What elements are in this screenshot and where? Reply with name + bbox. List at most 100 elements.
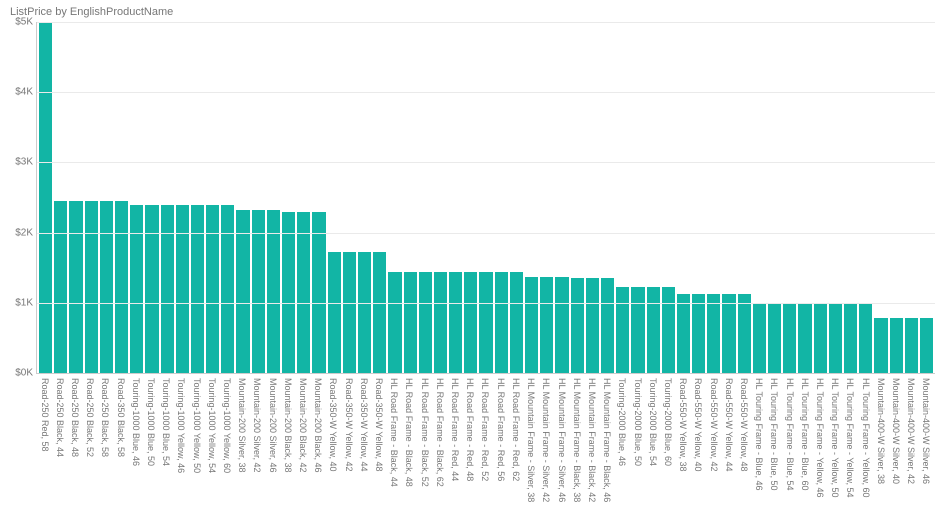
bar[interactable] <box>479 272 492 373</box>
x-tick-label: Road-550-W Yellow, 44 <box>724 378 734 472</box>
bar[interactable] <box>525 277 538 373</box>
bar[interactable] <box>434 272 447 373</box>
x-label-cell: Touring-1000 Yellow, 46 <box>175 376 188 504</box>
x-tick-label: HL Road Frame - Red, 52 <box>480 378 490 481</box>
x-label-cell: HL Road Frame - Red, 56 <box>494 376 507 504</box>
bar[interactable] <box>328 252 341 373</box>
x-tick-label: HL Mountain Frame - Silver, 46 <box>557 378 567 502</box>
bar[interactable] <box>252 210 265 373</box>
bar[interactable] <box>176 205 189 373</box>
bar[interactable] <box>905 318 918 373</box>
bar[interactable] <box>814 303 827 373</box>
bar[interactable] <box>464 272 477 373</box>
bar[interactable] <box>69 201 82 373</box>
bar[interactable] <box>722 294 735 373</box>
bar[interactable] <box>282 212 295 373</box>
x-label-cell: Road-350 Black, 58 <box>114 376 127 504</box>
y-tick-label: $5K <box>15 17 33 28</box>
x-tick-label: Mountain-400-W Silver, 42 <box>906 378 916 484</box>
bar[interactable] <box>783 303 796 373</box>
x-label-cell: HL Road Frame - Black, 52 <box>418 376 431 504</box>
bar[interactable] <box>145 205 158 373</box>
x-tick-label: HL Touring Frame - Yellow, 60 <box>861 378 871 498</box>
bar[interactable] <box>161 205 174 373</box>
bar[interactable] <box>920 318 933 373</box>
bar[interactable] <box>449 272 462 373</box>
x-axis-labels: Road-250 Red, 58Road-250 Black, 44Road-2… <box>36 374 935 504</box>
bar[interactable] <box>54 201 67 373</box>
bar[interactable] <box>206 205 219 373</box>
bar[interactable] <box>358 252 371 373</box>
x-label-cell: HL Mountain Frame - Black, 38 <box>570 376 583 504</box>
bar[interactable] <box>312 212 325 373</box>
bar[interactable] <box>540 277 553 373</box>
bar[interactable] <box>495 272 508 373</box>
bar[interactable] <box>419 272 432 373</box>
plot-area: $0K$1K$2K$3K$4K$5K Road-250 Red, 58Road-… <box>8 22 935 504</box>
bar[interactable] <box>647 287 660 373</box>
x-tick-label: HL Road Frame - Red, 48 <box>465 378 475 481</box>
bar[interactable] <box>874 318 887 373</box>
x-tick-label: Mountain-400-W Silver, 38 <box>876 378 886 484</box>
bar[interactable] <box>404 272 417 373</box>
bar[interactable] <box>859 303 872 373</box>
bar[interactable] <box>890 318 903 373</box>
x-tick-label: Mountain-400-W Silver, 40 <box>891 378 901 484</box>
x-tick-label: Road-350-W Yellow, 40 <box>328 378 338 472</box>
x-tick-label: HL Road Frame - Red, 62 <box>511 378 521 481</box>
x-label-cell: Road-250 Black, 58 <box>99 376 112 504</box>
x-label-cell: Road-350-W Yellow, 44 <box>357 376 370 504</box>
bar[interactable] <box>388 272 401 373</box>
bar[interactable] <box>601 278 614 373</box>
bar[interactable] <box>236 210 249 373</box>
x-label-cell: HL Touring Frame - Yellow, 46 <box>813 376 826 504</box>
bar[interactable] <box>844 303 857 373</box>
bar[interactable] <box>692 294 705 373</box>
bar[interactable] <box>191 205 204 373</box>
bar[interactable] <box>677 294 690 373</box>
bar[interactable] <box>662 287 675 373</box>
x-tick-label: Road-550-W Yellow, 42 <box>709 378 719 472</box>
bar[interactable] <box>100 201 113 373</box>
bar[interactable] <box>130 205 143 373</box>
bar[interactable] <box>555 277 568 373</box>
bar[interactable] <box>631 287 644 373</box>
bar[interactable] <box>707 294 720 373</box>
x-tick-label: Mountain-200 Black, 38 <box>283 378 293 473</box>
x-tick-label: Touring-1000 Yellow, 50 <box>192 378 202 473</box>
bar[interactable] <box>373 252 386 373</box>
bar[interactable] <box>738 294 751 373</box>
bar[interactable] <box>768 303 781 373</box>
x-label-cell: HL Touring Frame - Blue, 54 <box>783 376 796 504</box>
bar[interactable] <box>798 303 811 373</box>
x-tick-label: Road-250 Black, 48 <box>70 378 80 457</box>
bar[interactable] <box>829 303 842 373</box>
y-tick-label: $2K <box>15 227 33 238</box>
bar[interactable] <box>221 205 234 373</box>
bar[interactable] <box>85 201 98 373</box>
bar[interactable] <box>616 287 629 373</box>
x-label-cell: HL Touring Frame - Yellow, 60 <box>859 376 872 504</box>
x-tick-label: HL Touring Frame - Blue, 50 <box>769 378 779 491</box>
x-label-cell: Road-550-W Yellow, 42 <box>707 376 720 504</box>
bar[interactable] <box>267 210 280 373</box>
x-label-cell: HL Road Frame - Black, 44 <box>388 376 401 504</box>
x-label-cell: Road-550-W Yellow, 44 <box>722 376 735 504</box>
x-label-cell: HL Road Frame - Red, 48 <box>464 376 477 504</box>
x-tick-label: HL Touring Frame - Yellow, 50 <box>830 378 840 498</box>
x-tick-label: HL Touring Frame - Blue, 54 <box>785 378 795 491</box>
bar[interactable] <box>115 201 128 373</box>
x-tick-label: HL Mountain Frame - Silver, 38 <box>526 378 536 502</box>
bar[interactable] <box>586 278 599 373</box>
bar[interactable] <box>39 22 52 373</box>
x-tick-label: Road-350 Black, 58 <box>116 378 126 457</box>
x-label-cell: Mountain-200 Black, 42 <box>296 376 309 504</box>
x-label-cell: Road-550-W Yellow, 48 <box>737 376 750 504</box>
x-tick-label: HL Mountain Frame - Silver, 42 <box>541 378 551 502</box>
bar[interactable] <box>571 278 584 373</box>
x-label-cell: HL Touring Frame - Blue, 46 <box>753 376 766 504</box>
bar[interactable] <box>753 303 766 373</box>
bar[interactable] <box>297 212 310 373</box>
bar[interactable] <box>510 272 523 373</box>
bar[interactable] <box>343 252 356 373</box>
